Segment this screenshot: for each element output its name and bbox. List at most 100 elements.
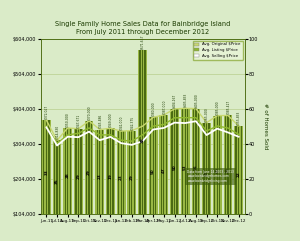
Bar <box>66 128 67 214</box>
Bar <box>146 50 147 214</box>
Bar <box>199 109 200 214</box>
Bar <box>132 131 134 214</box>
Bar <box>203 123 205 214</box>
Bar <box>174 109 175 214</box>
Bar <box>151 117 153 214</box>
Title: Single Family Home Sales Data for Bainbridge Island
From July 2011 through Decem: Single Family Home Sales Data for Bainbr… <box>55 21 230 35</box>
Bar <box>97 129 98 214</box>
Bar <box>75 129 76 214</box>
Bar <box>43 120 44 214</box>
Bar <box>82 129 83 214</box>
Text: 56: 56 <box>194 164 198 170</box>
Text: 53: 53 <box>183 164 187 169</box>
Bar <box>102 129 103 214</box>
Bar <box>138 50 140 214</box>
Bar <box>118 131 119 214</box>
Text: 50: 50 <box>151 168 155 174</box>
Bar <box>112 128 114 214</box>
Bar <box>79 129 80 214</box>
Bar <box>202 123 203 214</box>
Bar <box>239 126 241 214</box>
Text: $380,000: $380,000 <box>151 102 155 116</box>
Bar <box>111 128 112 214</box>
Bar <box>88 121 90 214</box>
Bar <box>98 129 99 214</box>
Bar <box>70 128 71 214</box>
Bar <box>160 115 161 214</box>
Bar <box>92 121 94 214</box>
Bar <box>198 109 199 214</box>
Bar <box>121 131 122 214</box>
Bar <box>74 129 75 214</box>
Bar <box>109 128 110 214</box>
Bar <box>87 121 88 214</box>
Bar <box>85 121 86 214</box>
Text: $387,000: $387,000 <box>162 99 166 114</box>
Bar <box>206 123 207 214</box>
Bar <box>241 126 242 214</box>
Bar <box>129 131 130 214</box>
Bar <box>226 115 227 214</box>
Bar <box>44 120 46 214</box>
Text: $341,000: $341,000 <box>119 115 123 130</box>
Bar <box>123 131 124 214</box>
Bar <box>242 126 243 214</box>
Bar <box>124 131 125 214</box>
Text: 47: 47 <box>162 167 166 173</box>
Bar <box>55 140 56 214</box>
Bar <box>187 108 188 214</box>
Text: 29: 29 <box>130 174 134 180</box>
Bar <box>42 120 43 214</box>
Bar <box>186 108 187 214</box>
Bar <box>205 123 206 214</box>
Text: 50: 50 <box>172 164 176 170</box>
Text: $385,000: $385,000 <box>215 100 219 114</box>
Bar <box>229 115 230 214</box>
Bar <box>175 109 176 214</box>
Bar <box>213 116 214 214</box>
Bar <box>156 117 158 214</box>
Bar <box>219 116 220 214</box>
Text: $372,027: $372,027 <box>44 105 48 119</box>
Bar <box>210 123 211 214</box>
Text: $342,375: $342,375 <box>130 115 134 130</box>
Legend: Avg. Original $Price, Avg. Listing $Price, Avg. Selling $Price: Avg. Original $Price, Avg. Listing $Pric… <box>193 40 243 60</box>
Text: 38: 38 <box>140 138 145 143</box>
Bar <box>86 121 87 214</box>
Bar <box>67 128 68 214</box>
Bar <box>154 117 155 214</box>
Bar <box>128 131 129 214</box>
Bar <box>182 108 183 214</box>
Bar <box>58 140 59 214</box>
Bar <box>188 108 190 214</box>
Bar <box>237 126 238 214</box>
Bar <box>166 115 167 214</box>
Bar <box>143 50 144 214</box>
Bar <box>155 117 156 214</box>
Bar <box>99 129 101 214</box>
Text: $405,833: $405,833 <box>183 93 187 107</box>
Bar <box>78 129 79 214</box>
Bar <box>162 115 163 214</box>
Bar <box>107 128 109 214</box>
Bar <box>53 140 54 214</box>
Bar <box>196 109 198 214</box>
Bar <box>170 109 171 214</box>
Bar <box>220 116 222 214</box>
Bar <box>80 129 82 214</box>
Text: 35: 35 <box>55 178 59 184</box>
Text: $370,000: $370,000 <box>87 105 91 120</box>
Bar <box>114 128 115 214</box>
Bar <box>217 116 218 214</box>
Bar <box>149 117 150 214</box>
Bar <box>76 129 78 214</box>
Bar <box>47 120 48 214</box>
Bar <box>50 120 51 214</box>
Bar <box>173 109 174 214</box>
Text: $355,833: $355,833 <box>237 110 241 125</box>
Text: $571,657: $571,657 <box>140 34 145 49</box>
Bar <box>95 129 97 214</box>
Bar <box>144 50 145 214</box>
Text: $365,000: $365,000 <box>205 107 208 122</box>
Bar <box>163 115 164 214</box>
